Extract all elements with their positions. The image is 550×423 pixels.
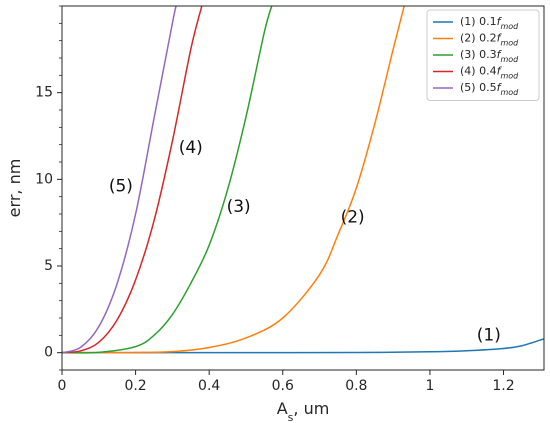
- legend-box: [426, 9, 540, 101]
- series-line-4: [62, 6, 203, 354]
- legend-label-symbol: f: [497, 65, 503, 78]
- y-tick-label: 0: [44, 345, 53, 361]
- x-tick-label: 0.6: [272, 378, 294, 394]
- curve-label-2: (2): [341, 207, 365, 227]
- curve-label-3: (3): [227, 197, 251, 217]
- legend-label-symbol: f: [497, 32, 503, 45]
- series-line-3: [62, 6, 273, 354]
- x-tick-label: 0.8: [345, 378, 367, 394]
- curve-label-1: (1): [477, 325, 501, 345]
- legend-label-prefix: (4) 0.4: [460, 65, 497, 78]
- series-layer: [62, 6, 544, 354]
- legend-label-prefix: (2) 0.2: [460, 32, 497, 45]
- legend-label-1: (1) 0.1fmod: [460, 15, 519, 31]
- series-line-5: [62, 6, 177, 354]
- curve-labels: (1) (2) (3) (4) (5): [109, 138, 501, 345]
- y-tick-label: 5: [44, 258, 53, 274]
- x-axis-title-subscript: s: [288, 411, 294, 423]
- x-tick-label: 0.4: [198, 378, 220, 394]
- series-line-2: [62, 6, 405, 354]
- x-axis-title: As, um: [277, 399, 330, 423]
- legend-label-subscript: mod: [500, 22, 519, 31]
- curve-label-4: (4): [179, 138, 203, 158]
- legend-label-5: (5) 0.5fmod: [460, 81, 519, 97]
- y-axis-title: err, nm: [5, 159, 24, 218]
- legend-label-subscript: mod: [500, 55, 519, 64]
- legend: (1) 0.1fmod(2) 0.2fmod(3) 0.3fmod(4) 0.4…: [426, 9, 540, 101]
- legend-label-2: (2) 0.2fmod: [460, 32, 519, 48]
- x-tick-label: 0: [58, 378, 67, 394]
- x-axis-title-unit: , um: [293, 399, 329, 418]
- x-tick-label: 0.2: [124, 378, 146, 394]
- legend-label-subscript: mod: [500, 88, 519, 97]
- axes: 0 0.2 0.4 0.6 0.8 1 1.2 0 5 10 15 As, um err, nm: [5, 5, 545, 423]
- legend-label-3: (3) 0.3fmod: [460, 48, 519, 64]
- curve-label-5: (5): [109, 176, 133, 196]
- legend-label-symbol: f: [497, 81, 503, 94]
- x-tick-label: 1.2: [492, 378, 514, 394]
- legend-label-symbol: f: [497, 15, 503, 28]
- legend-label-subscript: mod: [500, 39, 519, 48]
- x-axis-title-main: A: [277, 399, 288, 418]
- legend-label-4: (4) 0.4fmod: [460, 65, 519, 81]
- axes-frame: [61, 5, 545, 371]
- y-tick-label: 15: [35, 85, 53, 101]
- x-tick-label: 1: [425, 378, 434, 394]
- legend-label-prefix: (1) 0.1: [460, 15, 497, 28]
- legend-label-prefix: (5) 0.5: [460, 81, 497, 94]
- legend-label-symbol: f: [497, 48, 503, 61]
- y-tick-label: 10: [35, 171, 53, 187]
- legend-label-prefix: (3) 0.3: [460, 48, 497, 61]
- legend-label-subscript: mod: [500, 72, 519, 81]
